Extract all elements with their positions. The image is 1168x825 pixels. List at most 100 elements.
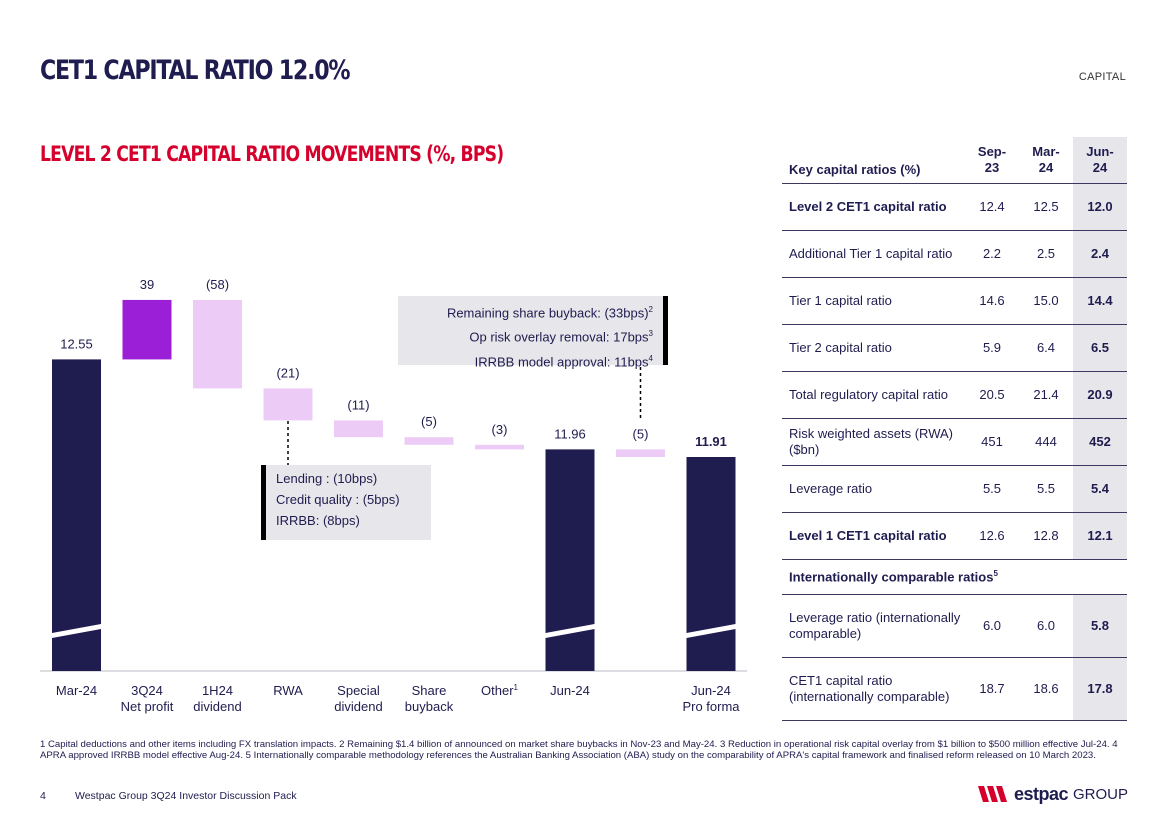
- cell: 12.8: [1019, 512, 1073, 560]
- cell: 2.4: [1073, 230, 1127, 278]
- cell: 20.9: [1073, 371, 1127, 419]
- table-row: Tier 2 capital ratio 5.9 6.4 6.5: [782, 324, 1127, 372]
- cell: 12.1: [1073, 512, 1127, 560]
- page-title: CET1 CAPITAL RATIO 12.0%: [40, 55, 351, 86]
- footnote: 1 Capital deductions and other items inc…: [40, 739, 1118, 761]
- cell: 6.4: [1019, 324, 1073, 372]
- waterfall-bar: [263, 388, 313, 421]
- cell: 18.7: [965, 657, 1019, 721]
- waterfall-bar: [334, 420, 383, 438]
- chart-title: LEVEL 2 CET1 CAPITAL RATIO MOVEMENTS (%,…: [40, 142, 504, 166]
- data-label: (58): [206, 277, 229, 292]
- cell: 12.6: [965, 512, 1019, 560]
- column-header: Sep- 23: [965, 137, 1019, 184]
- table-row: Additional Tier 1 capital ratio 2.2 2.5 …: [782, 230, 1127, 278]
- row-label: Risk weighted assets (RWA) ($bn): [782, 418, 965, 466]
- data-label: 11.96: [554, 426, 586, 441]
- table-section-row: Internationally comparable ratios5: [782, 559, 1127, 595]
- cell: 6.0: [965, 594, 1019, 658]
- data-label: (21): [276, 365, 299, 380]
- row-label: Tier 2 capital ratio: [782, 324, 965, 372]
- waterfall-bar: [193, 299, 242, 389]
- cell: 12.4: [965, 183, 1019, 231]
- intl-heading: Internationally comparable ratios5: [782, 559, 1127, 595]
- data-label: (3): [492, 422, 508, 437]
- pro-forma-line: Op risk overlay removal: 17bps3: [469, 329, 653, 345]
- document-name: Westpac Group 3Q24 Investor Discussion P…: [75, 790, 297, 802]
- westpac-w-icon: [977, 786, 1007, 802]
- data-label: (11): [347, 397, 369, 412]
- category-label: Jun-24: [691, 683, 731, 698]
- axis-break-mark: [686, 624, 736, 638]
- axis-break-mark: [52, 624, 101, 638]
- table-row: Total regulatory capital ratio 20.5 21.4…: [782, 371, 1127, 419]
- row-label: CET1 capital ratio (internationally comp…: [782, 657, 965, 721]
- waterfall-bar: [545, 449, 595, 671]
- cell: 12.0: [1073, 183, 1127, 231]
- cell: 452: [1073, 418, 1127, 466]
- cell: 444: [1019, 418, 1073, 466]
- brand-group: GROUP: [1072, 785, 1128, 803]
- cell: 17.8: [1073, 657, 1127, 721]
- category-label: Jun-24: [550, 683, 590, 698]
- column-header: Jun- 24: [1073, 137, 1127, 184]
- row-label: Tier 1 capital ratio: [782, 277, 965, 325]
- table-row: Tier 1 capital ratio 14.6 15.0 14.4: [782, 277, 1127, 325]
- data-label: (5): [633, 426, 649, 441]
- cell: 5.9: [965, 324, 1019, 372]
- category-label: Special: [337, 683, 380, 698]
- category-label: 1H24: [202, 683, 233, 698]
- pro-forma-breakdown-callout: Remaining share buyback: (33bps)2 Op ris…: [398, 296, 668, 369]
- category-label: dividend: [334, 699, 382, 714]
- cell: 6.5: [1073, 324, 1127, 372]
- rwa-breakdown-callout: Lending : (10bps) Credit quality : (5bps…: [261, 465, 431, 540]
- axis-break-mark: [545, 624, 595, 638]
- data-label: 39: [140, 277, 154, 292]
- category-label: RWA: [273, 683, 303, 698]
- category-label: buyback: [405, 699, 454, 714]
- category-label: Other1: [481, 683, 519, 698]
- row-label: Leverage ratio: [782, 465, 965, 513]
- waterfall-bar: [686, 457, 736, 671]
- cell: 14.6: [965, 277, 1019, 325]
- column-header: Mar- 24: [1019, 137, 1073, 184]
- cell: 5.5: [1019, 465, 1073, 513]
- cell: 5.4: [1073, 465, 1127, 513]
- category-label: Net profit: [121, 699, 174, 714]
- cell: 2.2: [965, 230, 1019, 278]
- cell: 21.4: [1019, 371, 1073, 419]
- table-row: Level 1 CET1 capital ratio 12.6 12.8 12.…: [782, 512, 1127, 560]
- row-label: Total regulatory capital ratio: [782, 371, 965, 419]
- row-label: Leverage ratio (internationally comparab…: [782, 594, 965, 658]
- row-label: Additional Tier 1 capital ratio: [782, 230, 965, 278]
- row-label: Level 2 CET1 capital ratio: [782, 183, 965, 231]
- table-header-label: Key capital ratios (%): [782, 137, 965, 184]
- table-row: Level 2 CET1 capital ratio 12.4 12.5 12.…: [782, 183, 1127, 231]
- rwa-breakdown-line: Credit quality : (5bps): [276, 492, 400, 507]
- row-label: Level 1 CET1 capital ratio: [782, 512, 965, 560]
- table-row: Leverage ratio 5.5 5.5 5.4: [782, 465, 1127, 513]
- pro-forma-line: IRRBB model approval: 11bps4: [474, 353, 653, 369]
- cell: 20.5: [965, 371, 1019, 419]
- westpac-logo: estpac GROUP: [977, 781, 1128, 807]
- key-capital-ratios-table: Key capital ratios (%) Sep- 23 Mar- 24 Jun…: [782, 137, 1127, 721]
- footnote-marker: 1: [514, 683, 519, 692]
- section-label: CAPITAL: [1078, 71, 1126, 83]
- rwa-breakdown-line: Lending : (10bps): [276, 471, 378, 486]
- waterfall-bar: [616, 449, 665, 457]
- category-label: Pro forma: [682, 699, 740, 714]
- cell: 5.5: [965, 465, 1019, 513]
- waterfall-bar: [475, 444, 524, 450]
- cell: 2.5: [1019, 230, 1073, 278]
- cell: 5.8: [1073, 594, 1127, 658]
- cell: 14.4: [1073, 277, 1127, 325]
- data-label: (5): [421, 414, 437, 429]
- category-label: Mar-24: [56, 683, 97, 698]
- data-label: 12.55: [60, 336, 93, 351]
- cell: 12.5: [1019, 183, 1073, 231]
- category-label: dividend: [193, 699, 241, 714]
- category-label: Share: [412, 683, 447, 698]
- data-label: 11.91: [695, 434, 727, 449]
- cell: 6.0: [1019, 594, 1073, 658]
